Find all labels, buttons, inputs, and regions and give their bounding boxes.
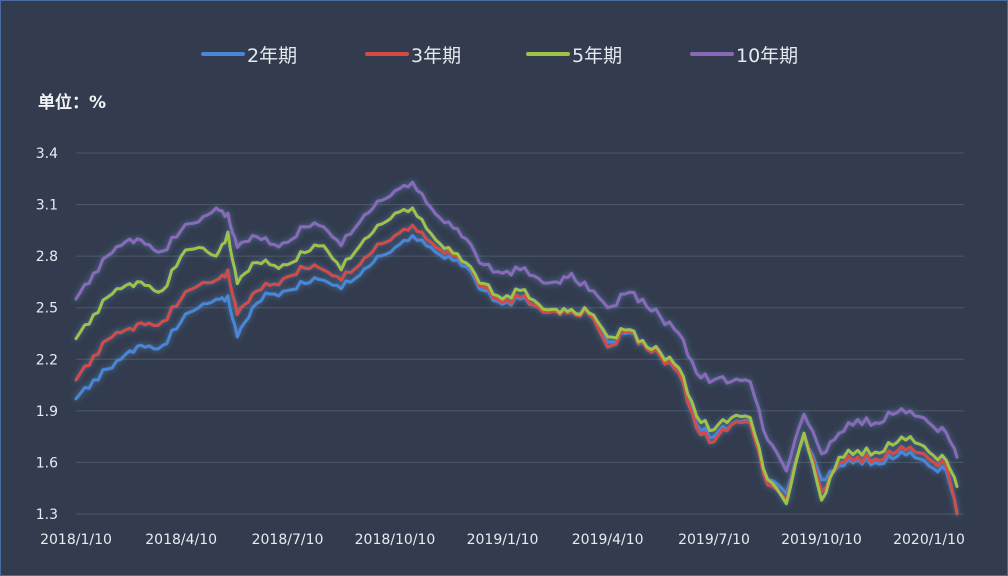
x-tick-label: 2018/4/10 [145,532,217,548]
x-axis-ticks: 2018/1/10 2018/4/10 2018/7/10 2018/10/10 201… [40,532,965,548]
x-tick-label: 2019/10/10 [781,532,862,548]
x-tick-label: 2019/7/10 [678,532,750,548]
gridlines [76,152,964,515]
y-axis-ticks: 3.4 3.1 2.8 2.5 2.2 1.9 1.6 1.3 [36,146,58,523]
y-tick-label: 1.6 [36,455,58,471]
series-line-3 [74,206,959,506]
x-tick-label: 2018/10/10 [355,532,436,548]
unit-label: 单位：% [38,92,106,113]
legend-label: 5年期 [572,45,622,67]
x-tick-label: 2020/1/10 [893,532,965,548]
x-tick-label: 2018/7/10 [252,532,324,548]
y-tick-label: 2.5 [36,301,58,317]
legend-label: 2年期 [247,45,297,67]
y-tick-label: 1.3 [36,507,58,523]
series-line-1 [74,234,959,514]
x-tick-label: 2019/1/10 [467,532,539,548]
y-tick-label: 3.4 [36,146,58,162]
series-line-4 [74,180,959,473]
y-tick-label: 1.9 [36,404,58,420]
legend: 2年期 3年期 5年期 10年期 [201,45,798,67]
y-tick-label: 2.8 [36,249,58,265]
x-tick-label: 2018/1/10 [40,532,112,548]
x-tick-label: 2019/4/10 [572,532,644,548]
series-lines [74,180,959,516]
y-tick-label: 3.1 [36,198,58,214]
legend-label: 3年期 [411,45,461,67]
y-tick-label: 2.2 [36,352,58,368]
legend-label: 10年期 [736,45,798,67]
